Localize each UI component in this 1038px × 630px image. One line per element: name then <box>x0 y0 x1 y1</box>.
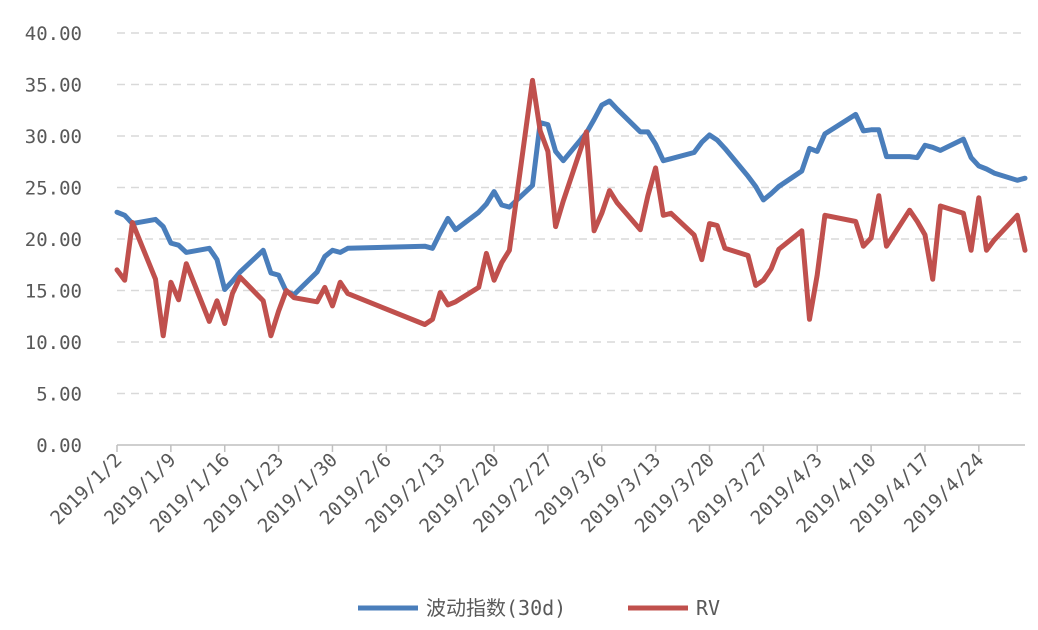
y-tick-label: 20.00 <box>25 229 82 251</box>
y-tick-label: 10.00 <box>25 332 82 354</box>
series-line-1 <box>114 98 1028 298</box>
y-tick-label: 40.00 <box>25 23 82 45</box>
y-tick-label: 0.00 <box>36 435 82 457</box>
y-tick-label: 15.00 <box>25 281 82 303</box>
series-lines <box>114 77 1028 339</box>
y-tick-label: 35.00 <box>25 75 82 97</box>
y-tick-label: 25.00 <box>25 178 82 200</box>
x-axis-ticks: 2019/1/22019/1/92019/1/162019/1/232019/1… <box>46 445 988 537</box>
gridlines <box>117 32 1025 395</box>
legend-label-series-1: 波动指数(30d) <box>426 596 566 620</box>
y-tick-label: 30.00 <box>25 126 82 148</box>
legend-label-series-2: RV <box>696 596 720 620</box>
legend: 波动指数(30d) RV <box>358 596 720 620</box>
series-line-2 <box>114 77 1028 339</box>
y-axis-ticks: 0.00 5.00 10.00 15.00 20.00 25.00 30.00 35.00 40… <box>25 23 82 457</box>
y-tick-label: 5.00 <box>36 384 82 406</box>
